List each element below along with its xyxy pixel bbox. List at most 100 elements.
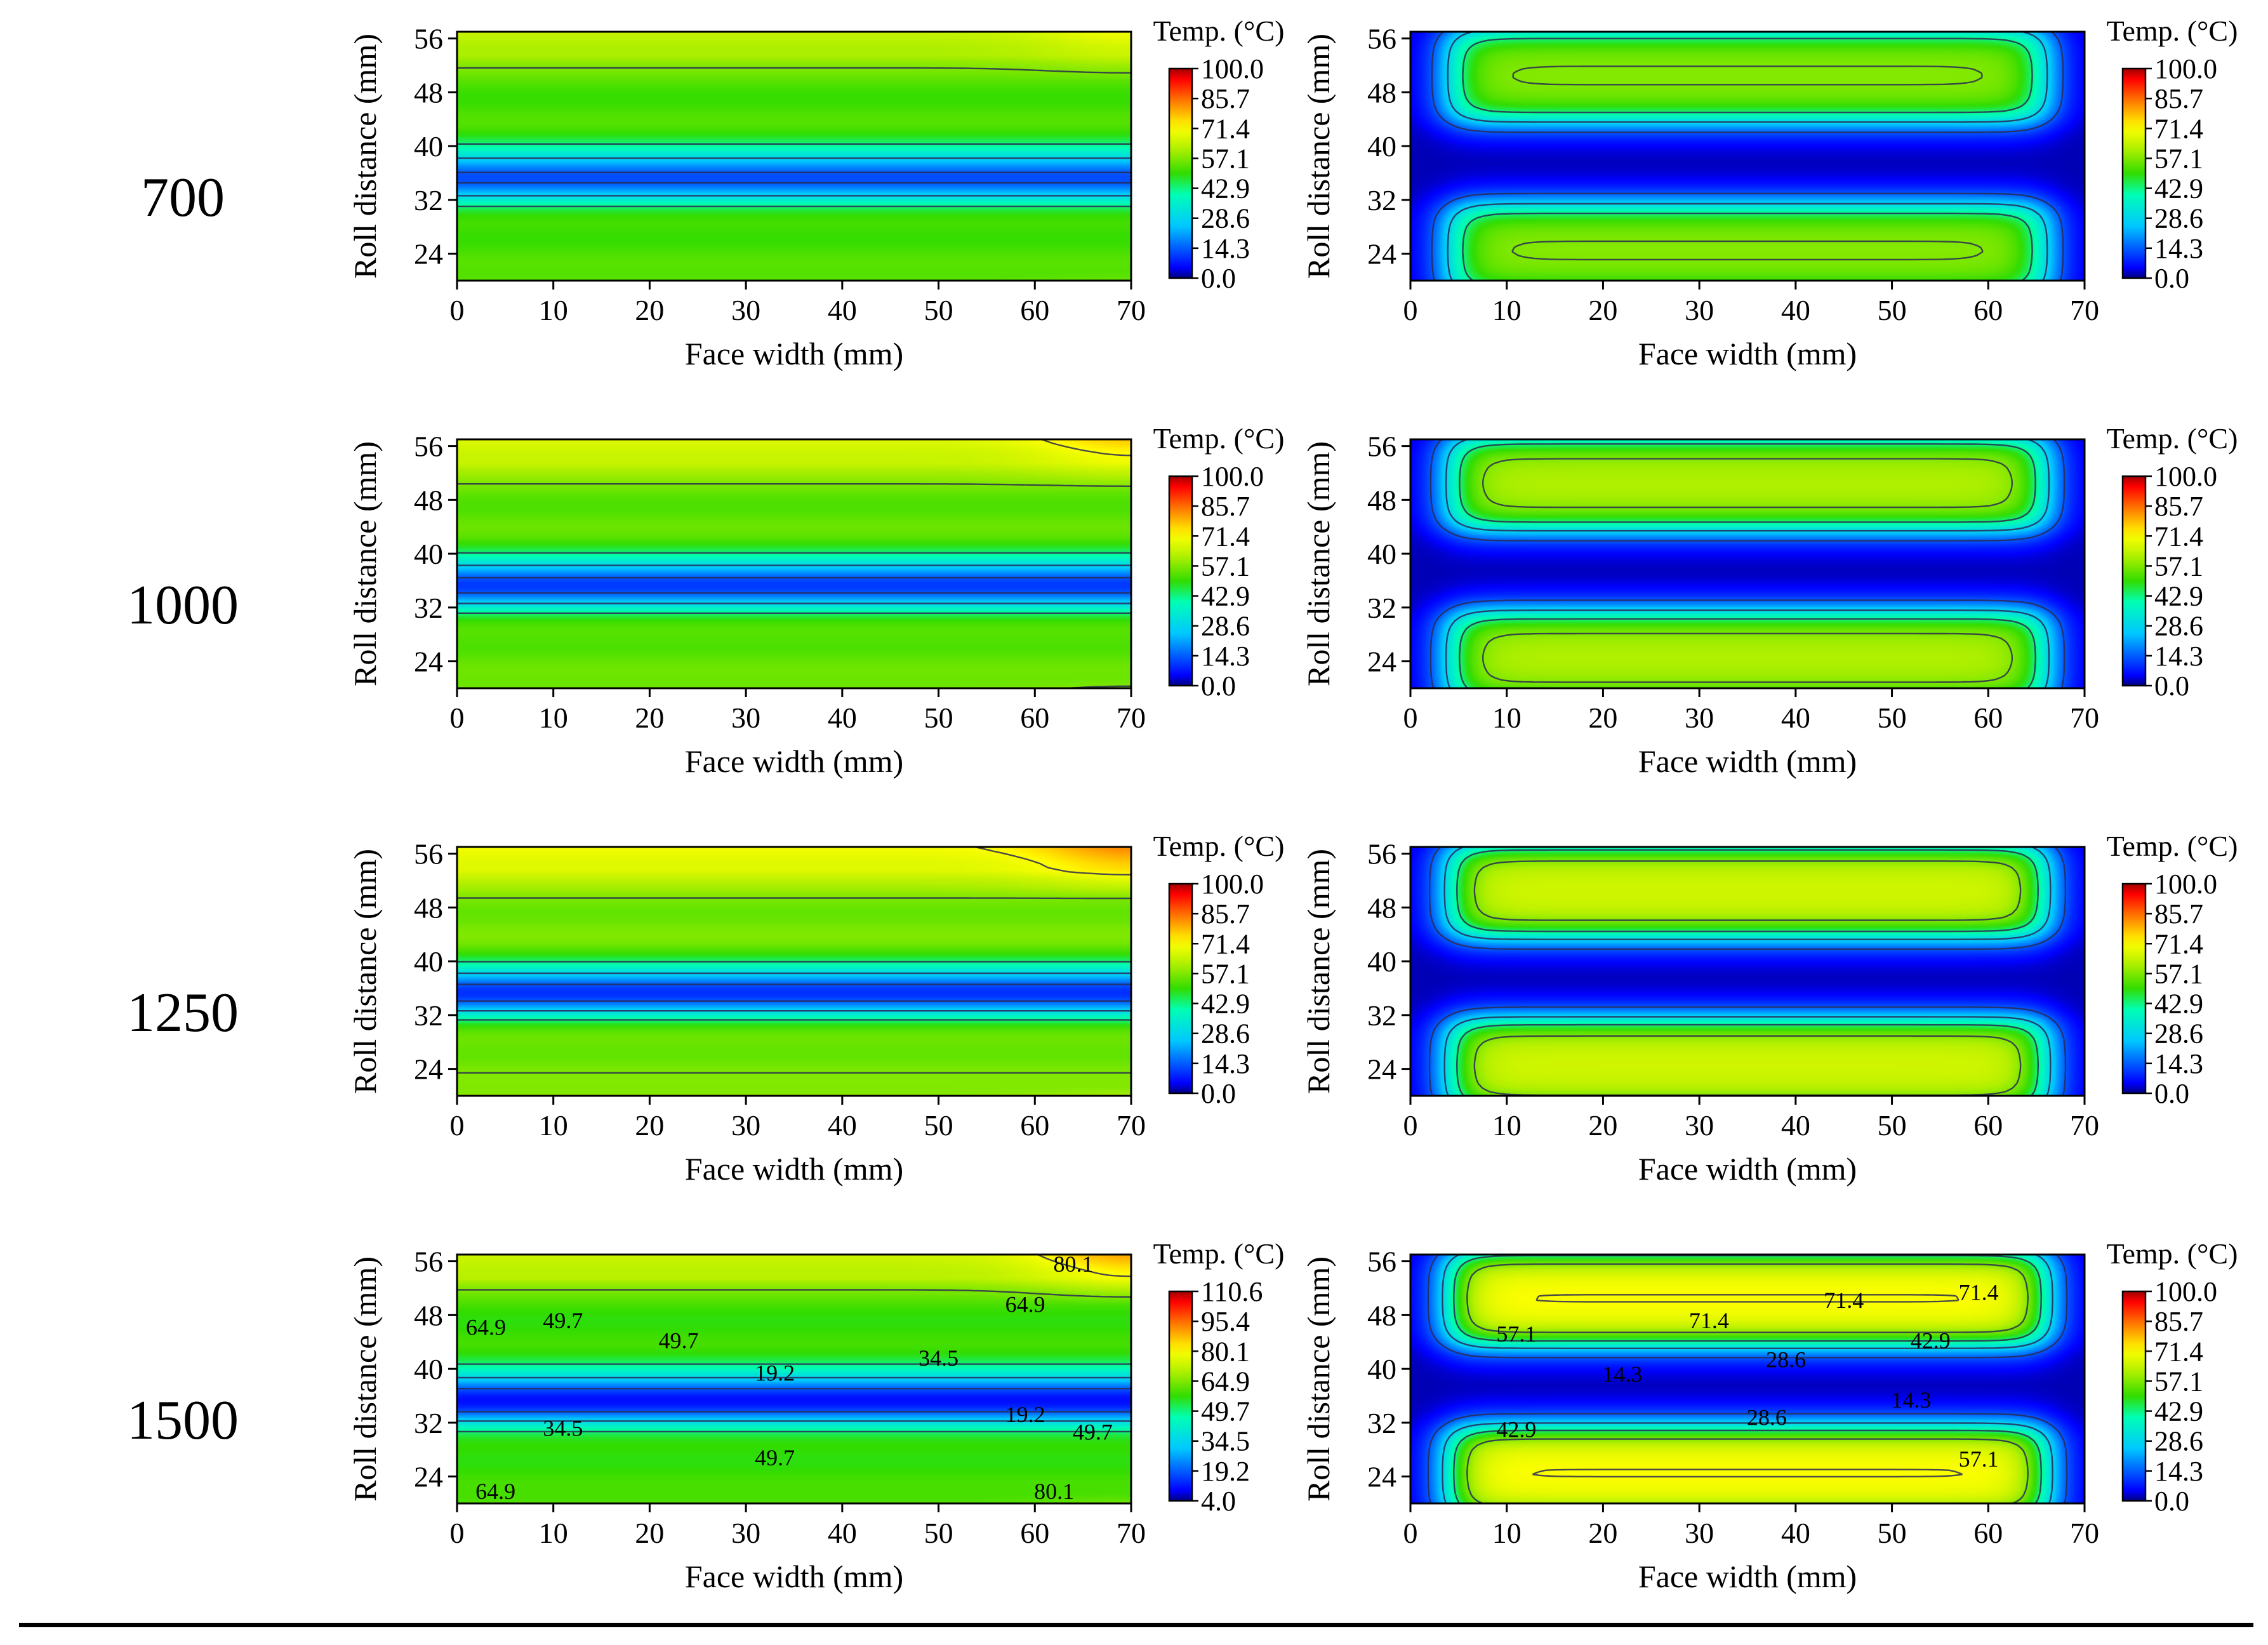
colorbar-tick-label: 100.0 [2154, 461, 2217, 492]
x-tick-label: 20 [635, 1109, 664, 1142]
x-tick-label: 60 [1973, 294, 2003, 326]
contour-label: 71.4 [1689, 1308, 1729, 1333]
panel-1500-right: 0 10 20 30 40 50 60 70 24 32 40 48 56 Face width (mm)… [1301, 1237, 2238, 1594]
colorbar-tick-label: 14.3 [2154, 233, 2203, 264]
x-axis-label: Face width (mm) [685, 1559, 903, 1594]
x-tick-label: 50 [924, 702, 953, 734]
x-tick-label: 40 [828, 1109, 857, 1142]
colorbar-tick-label: 28.6 [2154, 611, 2203, 642]
contour-lines [457, 1253, 1132, 1433]
colorbar [1168, 882, 1193, 1095]
contour-label: 14.3 [1602, 1362, 1642, 1387]
colorbar-tick-label: 100.0 [1201, 869, 1264, 900]
panel-1250-left: 1250 0 10 20 30 40 50 60 70 24 32 40 48 56 Face width … [127, 830, 1284, 1187]
x-tick-label: 50 [1878, 1109, 1907, 1142]
plot-frame [1409, 30, 2086, 282]
colorbar-tick-label: 85.7 [2154, 491, 2203, 522]
x-tick-label: 10 [539, 1109, 568, 1142]
y-axis-label: Roll distance (mm) [1301, 1256, 1336, 1502]
x-axis-label: Face width (mm) [1638, 1559, 1857, 1594]
x-axis-label: Face width (mm) [685, 1151, 903, 1187]
contour-label: 28.6 [1747, 1404, 1787, 1430]
colorbar-tick-label: 14.3 [1201, 641, 1250, 672]
colorbar-tick-label: 95.4 [1201, 1306, 1250, 1337]
contour-label: 64.9 [475, 1479, 515, 1504]
y-tick-label: 40 [1367, 538, 1396, 570]
plot-frame [1409, 1253, 2086, 1505]
y-tick-label: 24 [414, 646, 443, 678]
colorbar-tick-label: 34.5 [1201, 1426, 1250, 1457]
y-tick-label: 40 [414, 1353, 443, 1385]
colorbar-tick-label: 57.1 [2154, 143, 2203, 174]
x-tick-label: 20 [1588, 294, 1617, 326]
y-tick-label: 56 [414, 838, 443, 870]
x-tick-label: 0 [450, 1517, 465, 1549]
colorbar-tick-label: 71.4 [2154, 113, 2203, 144]
contour-label: 57.1 [1959, 1446, 1999, 1472]
contour-label: 64.9 [466, 1314, 506, 1340]
colorbar-tick-label: 85.7 [1201, 491, 1250, 522]
colorbar-tick-label: 42.9 [2154, 1396, 2203, 1427]
x-tick-label: 70 [1117, 1517, 1146, 1549]
contour-lines [1431, 30, 2064, 281]
x-tick-label: 10 [539, 294, 568, 326]
x-tick-label: 60 [1020, 1109, 1049, 1142]
y-tick-label: 48 [1367, 484, 1396, 516]
x-tick-label: 40 [1781, 702, 1810, 734]
colorbar-tick-label: 85.7 [2154, 898, 2203, 929]
colorbar-tick-label: 71.4 [2154, 1336, 2203, 1367]
y-tick-label: 56 [1367, 23, 1396, 55]
panel-1000-left: 1000 0 10 20 30 40 50 60 70 24 32 40 48 56 Face width … [127, 422, 1284, 779]
contour-lines [457, 67, 1131, 208]
x-tick-label: 10 [539, 1517, 568, 1549]
colorbar-tick-label: 42.9 [1201, 173, 1250, 204]
x-tick-label: 0 [450, 1109, 465, 1142]
panel-1500-left: 1500 0 10 20 30 40 50 60 70 24 32 40 48 56 Face width … [127, 1237, 1284, 1594]
row-label: 700 [141, 167, 225, 229]
x-tick-label: 60 [1020, 1517, 1049, 1549]
x-tick-label: 70 [2070, 1517, 2099, 1549]
colorbar-tick-label: 19.2 [1201, 1456, 1250, 1487]
y-axis-label: Roll distance (mm) [347, 441, 383, 686]
x-tick-label: 40 [828, 702, 857, 734]
colorbar-tick-label: 0.0 [1201, 1078, 1236, 1109]
y-tick-label: 32 [1367, 999, 1396, 1032]
x-tick-label: 50 [924, 1109, 953, 1142]
x-axis-label: Face width (mm) [1638, 743, 1857, 779]
contour-label: 49.7 [658, 1328, 698, 1354]
row-label: 1500 [127, 1390, 239, 1451]
x-tick-label: 40 [1781, 1109, 1810, 1142]
y-tick-label: 24 [414, 1053, 443, 1086]
contour-label: 71.4 [1824, 1288, 1864, 1313]
colorbar-tick-label: 71.4 [1201, 928, 1250, 959]
y-axis-label: Roll distance (mm) [347, 849, 383, 1094]
x-tick-label: 30 [731, 294, 760, 326]
colorbar-tick-label: 0.0 [2154, 1486, 2189, 1517]
y-tick-label: 56 [414, 1246, 443, 1278]
plot-frame [1409, 438, 2086, 689]
x-tick-label: 30 [1685, 1517, 1714, 1549]
plot-frame [456, 846, 1132, 1097]
colorbar-tick-label: 28.6 [1201, 1018, 1250, 1049]
y-tick-label: 32 [414, 184, 443, 216]
panel-700-left: 700 0 10 20 30 40 50 60 70 24 32 40 48 56 Face width (… [141, 15, 1284, 371]
contour-label: 64.9 [1005, 1291, 1045, 1317]
y-tick-label: 24 [1367, 646, 1396, 678]
colorbar-tick-label: 28.6 [1201, 203, 1250, 234]
y-tick-label: 56 [1367, 430, 1396, 463]
y-axis-label: Roll distance (mm) [1301, 34, 1336, 279]
heatmap-image [1410, 847, 2085, 1096]
x-tick-label: 10 [539, 702, 568, 734]
contour-label: 80.1 [1053, 1251, 1093, 1277]
colorbar-tick-label: 71.4 [2154, 928, 2203, 959]
colorbar-tick-label: 42.9 [1201, 989, 1250, 1020]
x-axis-label: Face width (mm) [1638, 336, 1857, 371]
colorbar-tick-label: 49.7 [1201, 1396, 1250, 1427]
colorbar-title: Temp. (°C) [1153, 422, 1285, 455]
x-tick-label: 40 [1781, 1517, 1810, 1549]
colorbar-tick-label: 85.7 [2154, 83, 2203, 114]
colorbar-tick-label: 64.9 [1201, 1366, 1250, 1397]
colorbar-tick-label: 28.6 [2154, 203, 2203, 234]
plot-frame [456, 30, 1132, 282]
colorbar-title: Temp. (°C) [1153, 15, 1285, 47]
